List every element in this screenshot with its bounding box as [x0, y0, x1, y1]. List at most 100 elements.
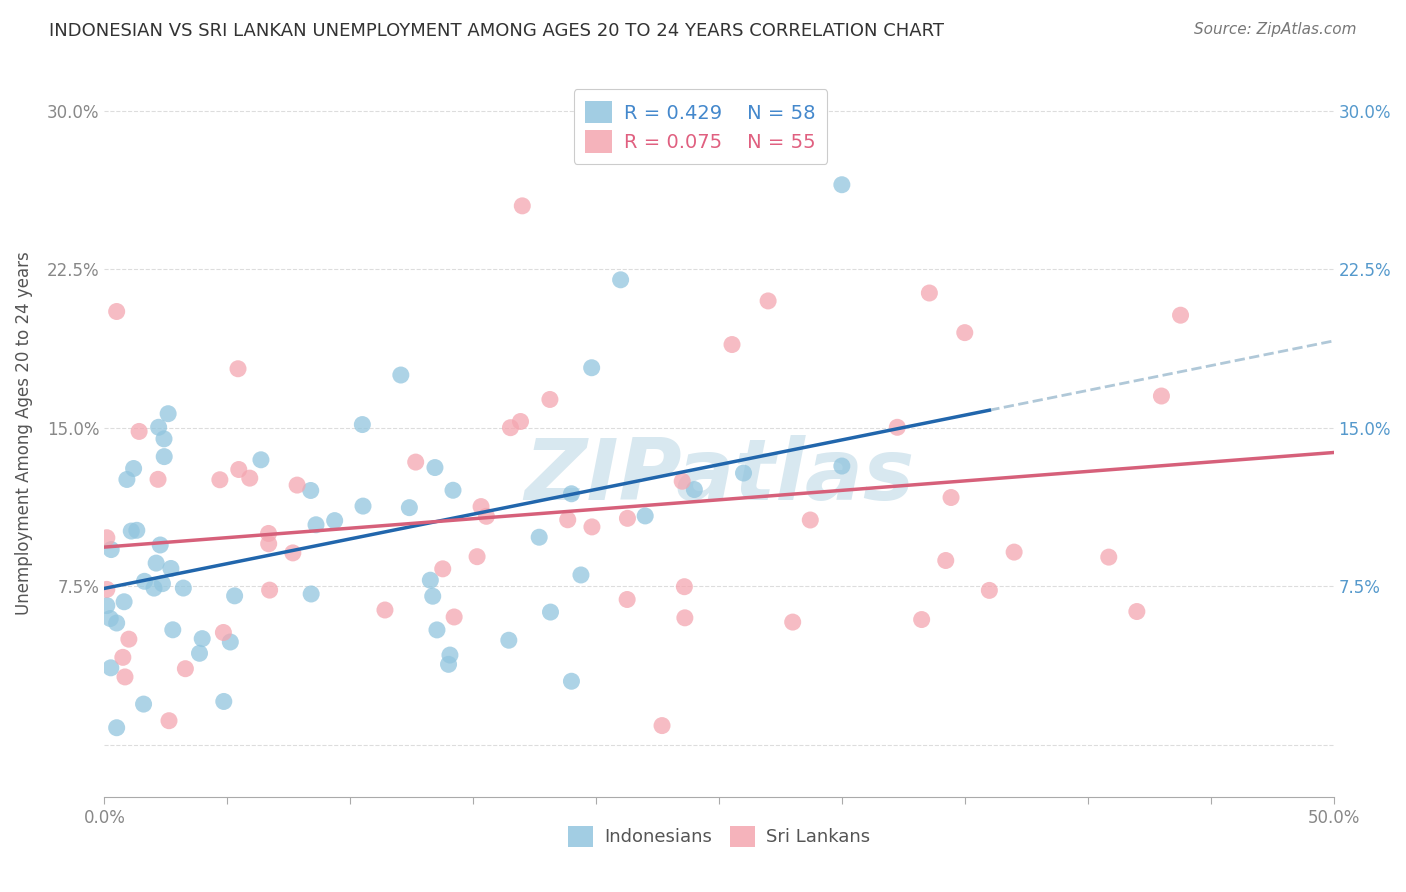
- Point: [475, 509, 498, 524]
- Point: [212, 625, 235, 640]
- Y-axis label: Unemployment Among Ages 20 to 24 years: Unemployment Among Ages 20 to 24 years: [15, 252, 32, 615]
- Point: [560, 674, 582, 689]
- Point: [1098, 550, 1121, 565]
- Point: [98, 611, 121, 625]
- Point: [527, 530, 550, 544]
- Point: [683, 483, 706, 497]
- Point: [437, 657, 460, 672]
- Point: [671, 474, 693, 488]
- Point: [443, 610, 465, 624]
- Point: [224, 589, 246, 603]
- Point: [153, 450, 176, 464]
- Point: [673, 611, 696, 625]
- Point: [299, 483, 322, 498]
- Point: [153, 432, 176, 446]
- Point: [470, 500, 492, 514]
- Point: [423, 460, 446, 475]
- Point: [1150, 389, 1173, 403]
- Point: [465, 549, 488, 564]
- Point: [422, 589, 444, 603]
- Point: [616, 592, 638, 607]
- Text: INDONESIAN VS SRI LANKAN UNEMPLOYMENT AMONG AGES 20 TO 24 YEARS CORRELATION CHAR: INDONESIAN VS SRI LANKAN UNEMPLOYMENT AM…: [49, 22, 945, 40]
- Point: [145, 556, 167, 570]
- Point: [510, 199, 533, 213]
- Point: [208, 473, 231, 487]
- Point: [228, 462, 250, 476]
- Point: [299, 587, 322, 601]
- Text: ZIPatlas: ZIPatlas: [524, 435, 914, 518]
- Point: [148, 420, 170, 434]
- Point: [281, 546, 304, 560]
- Point: [509, 415, 531, 429]
- Point: [212, 694, 235, 708]
- Point: [756, 293, 779, 308]
- Point: [673, 580, 696, 594]
- Point: [162, 623, 184, 637]
- Text: Source: ZipAtlas.com: Source: ZipAtlas.com: [1194, 22, 1357, 37]
- Point: [557, 513, 579, 527]
- Point: [799, 513, 821, 527]
- Point: [560, 487, 582, 501]
- Point: [1002, 545, 1025, 559]
- Point: [239, 471, 262, 485]
- Point: [174, 662, 197, 676]
- Point: [439, 648, 461, 662]
- Point: [191, 632, 214, 646]
- Point: [219, 635, 242, 649]
- Point: [911, 613, 934, 627]
- Point: [149, 538, 172, 552]
- Point: [939, 491, 962, 505]
- Point: [441, 483, 464, 498]
- Point: [160, 561, 183, 575]
- Legend: Indonesians, Sri Lankans: Indonesians, Sri Lankans: [561, 819, 877, 854]
- Point: [569, 568, 592, 582]
- Point: [120, 524, 142, 538]
- Point: [419, 573, 441, 587]
- Point: [426, 623, 449, 637]
- Point: [831, 458, 853, 473]
- Point: [157, 714, 180, 728]
- Point: [581, 360, 603, 375]
- Point: [389, 368, 412, 382]
- Point: [226, 361, 249, 376]
- Point: [134, 574, 156, 589]
- Point: [352, 499, 374, 513]
- Point: [128, 425, 150, 439]
- Point: [125, 524, 148, 538]
- Point: [1170, 308, 1192, 322]
- Point: [105, 721, 128, 735]
- Point: [323, 514, 346, 528]
- Point: [285, 478, 308, 492]
- Point: [1126, 605, 1149, 619]
- Point: [115, 473, 138, 487]
- Point: [259, 583, 281, 598]
- Point: [152, 576, 174, 591]
- Point: [118, 632, 141, 647]
- Point: [112, 595, 135, 609]
- Point: [721, 337, 744, 351]
- Point: [609, 273, 631, 287]
- Point: [188, 646, 211, 660]
- Point: [157, 407, 180, 421]
- Point: [257, 537, 280, 551]
- Point: [114, 670, 136, 684]
- Point: [257, 526, 280, 541]
- Point: [146, 472, 169, 486]
- Point: [581, 520, 603, 534]
- Point: [499, 420, 522, 434]
- Point: [634, 508, 657, 523]
- Point: [122, 461, 145, 475]
- Point: [432, 562, 454, 576]
- Point: [935, 553, 957, 567]
- Point: [96, 582, 118, 597]
- Point: [132, 697, 155, 711]
- Point: [498, 633, 520, 648]
- Point: [918, 285, 941, 300]
- Point: [96, 599, 118, 613]
- Point: [111, 650, 134, 665]
- Point: [352, 417, 374, 432]
- Point: [250, 452, 273, 467]
- Point: [616, 511, 638, 525]
- Point: [405, 455, 427, 469]
- Point: [953, 326, 976, 340]
